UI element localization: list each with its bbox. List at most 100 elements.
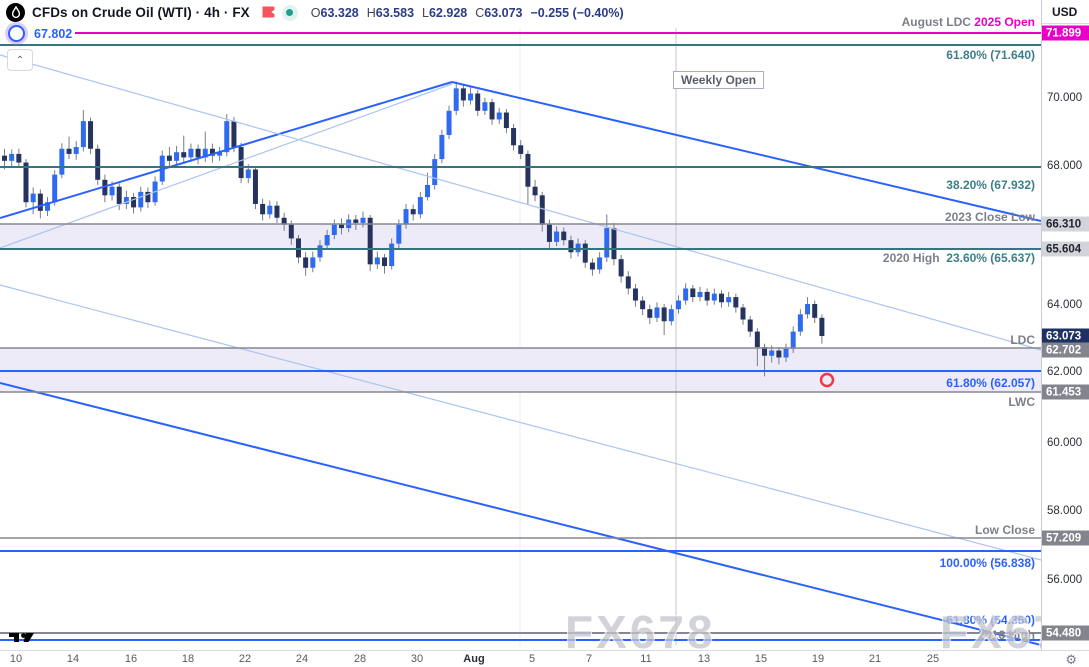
candle-down [661, 307, 667, 322]
trend-line[interactable] [451, 81, 1041, 222]
candle-up [188, 148, 194, 158]
candle-down [647, 309, 653, 318]
axis-separator [1042, 23, 1089, 24]
candle-up [425, 184, 431, 198]
date-tick: 28 [353, 653, 367, 665]
candle-down [582, 243, 588, 263]
candle-up [597, 257, 603, 270]
candle-down [37, 193, 43, 211]
price-tick: 58.000 [1047, 505, 1083, 517]
symbol-legend[interactable]: CFDs on Crude Oil (WTI) · 4h · FX O63.32… [6, 3, 624, 22]
level-label: Low Close [974, 523, 1035, 537]
high-value: 63.583 [375, 5, 415, 20]
price-chart-canvas[interactable] [0, 0, 1041, 650]
candle-up [9, 153, 15, 161]
symbol-title: CFDs on Crude Oil (WTI) · 4h · FX [32, 5, 250, 20]
price-label-badge: 63.073 [1042, 328, 1089, 344]
candle-down [690, 288, 696, 298]
candle-up [109, 186, 115, 196]
trend-line[interactable] [0, 54, 1041, 351]
date-tick: 18 [181, 653, 195, 665]
date-tick: 10 [9, 653, 23, 665]
candle-up [805, 304, 811, 315]
candle-up [675, 300, 681, 310]
date-tick: 22 [238, 653, 252, 665]
weekly-open-label[interactable]: Weekly Open [673, 71, 765, 89]
candle-down [382, 257, 388, 267]
candle-down [238, 147, 244, 179]
price-tick: 70.000 [1047, 92, 1083, 104]
candle-down [260, 203, 266, 215]
candle-up [374, 257, 380, 265]
level-label: 100.00% (56.838) [939, 556, 1035, 570]
date-tick: 19 [811, 653, 825, 665]
candle-up [496, 112, 502, 120]
candle-up [245, 169, 251, 179]
candle-up [668, 309, 674, 322]
candle-up [697, 291, 703, 298]
currency-label: USD [1052, 5, 1078, 19]
candle-up [797, 314, 803, 332]
candle-down [95, 148, 101, 180]
watermark: FX678 [565, 606, 716, 658]
candle-down [102, 179, 108, 196]
candle-down [532, 186, 538, 196]
open-value: 63.328 [320, 5, 359, 20]
candle-up [30, 193, 36, 203]
candle-down [281, 217, 287, 225]
price-tick: 62.000 [1047, 366, 1083, 378]
oil-drop-logo-icon [6, 3, 25, 22]
date-tick: 21 [868, 653, 882, 665]
candle-down [252, 169, 258, 204]
candle-down [410, 209, 416, 215]
candle-down [23, 162, 29, 203]
candle-down [640, 300, 646, 310]
time-axis[interactable]: 10 14 16 18 22 24 28 30 Aug 5 7 11 13 15 19 21 25 ⚙ [0, 650, 1089, 667]
date-tick: 11 [640, 653, 652, 665]
level-label: 2016 High [978, 628, 1035, 642]
candle-down [288, 224, 294, 239]
price-label-badge: 57.209 [1042, 530, 1089, 546]
candle-up [331, 224, 337, 235]
trend-line[interactable] [0, 81, 453, 219]
close-value: 63.073 [484, 5, 523, 20]
collapse-legend-button[interactable]: ⌃ [7, 49, 33, 71]
price-tick: 60.000 [1047, 437, 1083, 449]
price-axis[interactable]: USD 70.000 68.000 64.000 62.000 60.000 58.000… [1041, 0, 1089, 650]
indicator-legend[interactable]: 67.802 [8, 25, 76, 42]
market-status-icon[interactable] [281, 4, 298, 21]
candle-up [711, 293, 717, 301]
candle-down [353, 219, 359, 223]
trend-line[interactable] [0, 284, 1041, 561]
candle-up [202, 148, 208, 158]
candle-down [303, 257, 309, 268]
candle-down [295, 238, 301, 258]
price-tick: 68.000 [1047, 160, 1083, 172]
tradingview-logo-icon[interactable] [8, 629, 38, 646]
low-value: 62.928 [428, 5, 468, 20]
candle-down [511, 128, 517, 146]
candle-down [747, 319, 753, 332]
candle-down [460, 88, 466, 101]
candle-down [274, 205, 280, 218]
level-label: 61.80% (62.057) [946, 376, 1035, 390]
target-circle-marker[interactable] [819, 372, 835, 388]
date-tick: 5 [528, 653, 536, 665]
gear-icon[interactable]: ⚙ [1065, 652, 1077, 667]
price-tick: 64.000 [1047, 299, 1083, 311]
candle-down [195, 148, 201, 158]
trend-line[interactable] [0, 382, 1041, 646]
level-label: LWC [1008, 395, 1035, 409]
ohlc-values: O63.328 H63.583 L62.928 C63.073 −0.255 (… [310, 5, 624, 20]
red-flag-icon[interactable] [261, 6, 275, 19]
price-label-badge: 61.453 [1042, 384, 1089, 400]
candle-up [52, 174, 58, 203]
august-ldc-label: August LDC 2025 Open [901, 15, 1035, 29]
date-tick: 24 [295, 653, 309, 665]
price-tick: 56.000 [1047, 574, 1083, 586]
candle-down [116, 186, 122, 204]
level-label: 2023 Close Low [944, 210, 1035, 224]
candle-down [539, 195, 545, 225]
candle-down [762, 347, 768, 356]
price-label-badge: 62.702 [1042, 342, 1089, 358]
